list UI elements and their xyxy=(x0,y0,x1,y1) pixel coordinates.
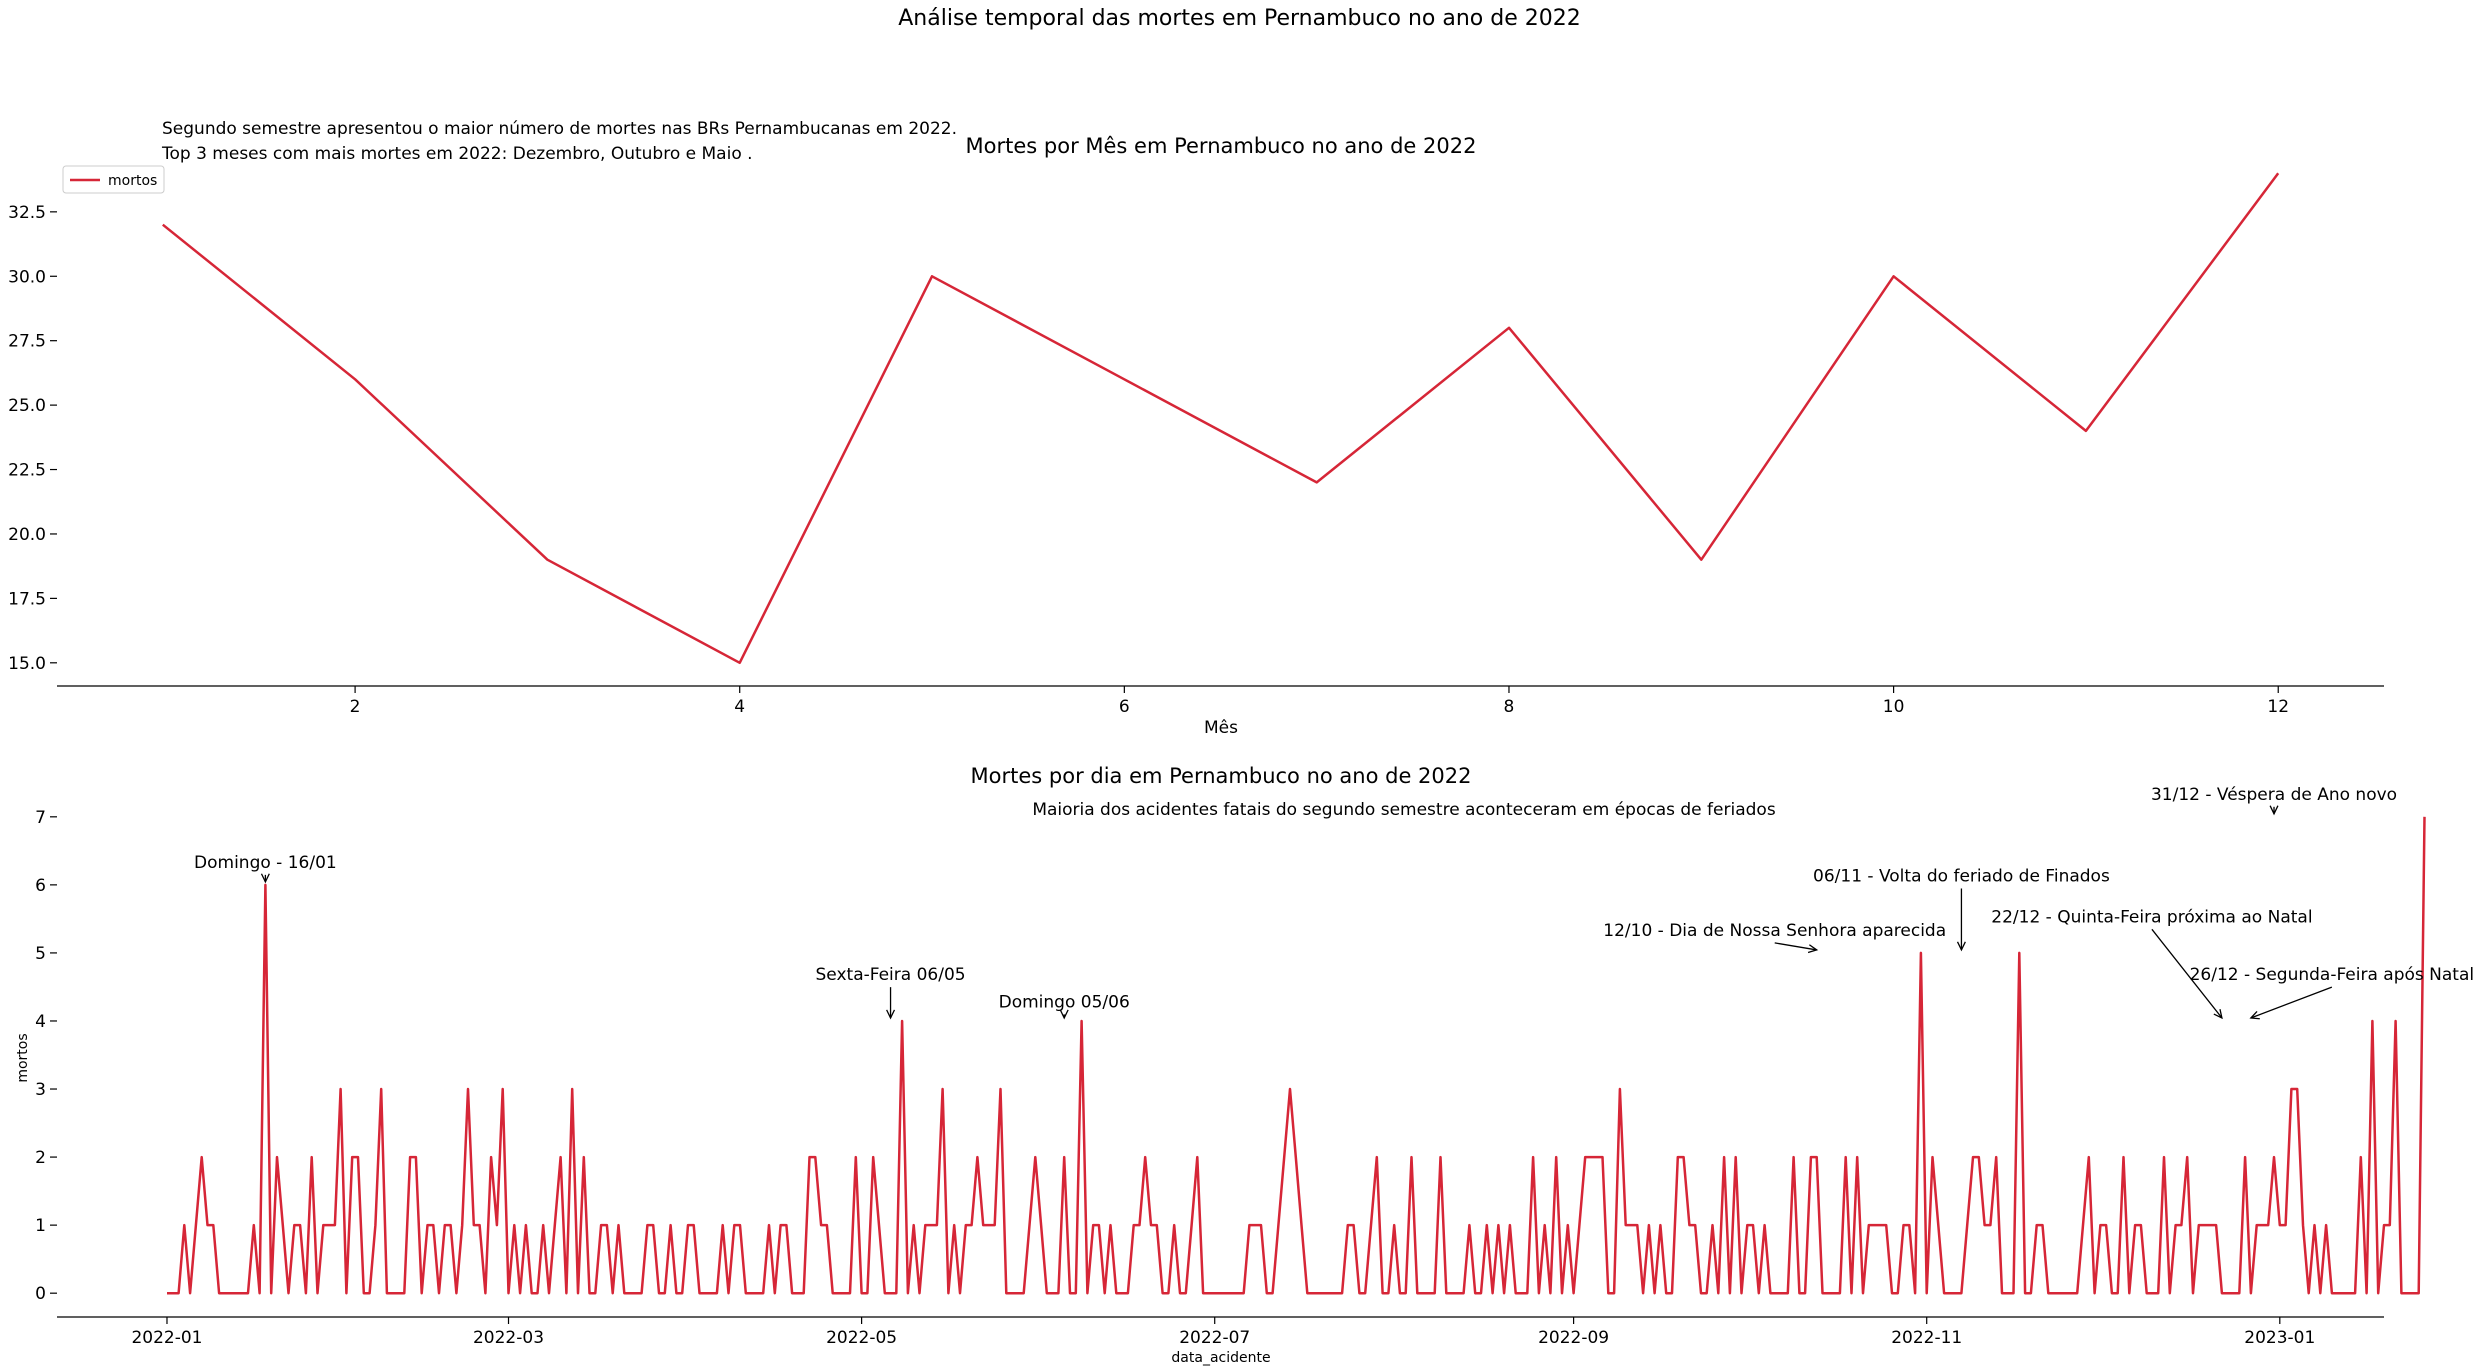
x-tick-label: 2023-01 xyxy=(2244,1328,2315,1348)
daily-xlabel: data_acidente xyxy=(1171,1350,1270,1366)
x-tick-label: 2 xyxy=(350,697,361,717)
annotation-arrow xyxy=(1774,942,1817,951)
monthly-note-2: Top 3 meses com mais mortes em 2022: Dez… xyxy=(161,144,753,164)
annotation-label: Sexta-Feira 06/05 xyxy=(816,965,966,985)
y-tick-label: 32.5 xyxy=(8,203,46,223)
x-tick-label: 2022-07 xyxy=(1179,1328,1250,1348)
daily-chart-subtitle: Maioria dos acidentes fatais do segundo … xyxy=(1032,800,1776,820)
x-tick-label: 2022-03 xyxy=(473,1328,544,1348)
monthly-legend: mortos xyxy=(62,165,165,194)
annotation-arrowhead xyxy=(2213,1009,2223,1020)
x-tick-label: 6 xyxy=(1119,697,1130,717)
y-tick-label: 6 xyxy=(35,876,46,896)
y-tick-label: 17.5 xyxy=(8,589,46,609)
y-tick-label: 0 xyxy=(35,1284,46,1304)
y-tick-label: 1 xyxy=(35,1216,46,1236)
annotation-label: 31/12 - Véspera de Ano novo xyxy=(2151,785,2397,805)
monthly-chart-title: Mortes por Mês em Pernambuco no ano de 2… xyxy=(966,134,1477,158)
y-tick-label: 27.5 xyxy=(8,332,46,352)
monthly-xlabel: Mês xyxy=(1204,718,1238,738)
monthly-series-line xyxy=(162,172,2280,665)
y-tick-label: 4 xyxy=(35,1012,46,1032)
daily-ylabel: mortos xyxy=(15,1033,31,1082)
annotation-arrow xyxy=(2250,986,2333,1019)
annotation-arrow xyxy=(2151,928,2223,1019)
y-tick-label: 22.5 xyxy=(8,461,46,481)
legend-label: mortos xyxy=(108,173,157,189)
annotation-arrowhead xyxy=(2269,805,2279,816)
annotation-label: 12/10 - Dia de Nossa Senhora aparecida xyxy=(1603,921,1946,941)
x-tick-label: 2022-09 xyxy=(1538,1328,1609,1348)
legend-frame xyxy=(62,165,165,194)
figure-title: Análise temporal das mortes em Pernambuc… xyxy=(898,6,1581,31)
x-tick-label: 2022-01 xyxy=(131,1328,202,1348)
x-tick-label: 10 xyxy=(1883,697,1905,717)
x-tick-label: 8 xyxy=(1504,697,1515,717)
y-tick-label: 3 xyxy=(35,1080,46,1100)
y-tick-label: 5 xyxy=(35,944,46,964)
annotation-arrowhead xyxy=(2249,1010,2260,1020)
annotation-label: Domingo 05/06 xyxy=(999,992,1130,1012)
annotation-label: 22/12 - Quinta-Feira próxima ao Natal xyxy=(1991,907,2312,927)
y-tick-label: 7 xyxy=(35,808,46,828)
x-tick-label: 12 xyxy=(2267,697,2289,717)
y-tick-label: 2 xyxy=(35,1148,46,1168)
annotation-arrowhead xyxy=(1807,944,1819,954)
y-tick-label: 25.0 xyxy=(8,396,46,416)
annotation-arrowhead xyxy=(886,1009,896,1020)
daily-series-line xyxy=(167,816,2426,1295)
y-tick-label: 30.0 xyxy=(8,267,46,287)
annotation-arrowhead xyxy=(260,873,270,884)
annotation-label: 06/11 - Volta do feriado de Finados xyxy=(1813,866,2110,886)
annotation-label: 26/12 - Segunda-Feira após Natal xyxy=(2190,965,2475,985)
x-tick-label: 4 xyxy=(734,697,745,717)
x-tick-label: 2022-11 xyxy=(1891,1328,1962,1348)
daily-chart: Mortes por dia em Pernambuco no ano de 2… xyxy=(15,764,2474,1366)
monthly-chart: Mortes por Mês em Pernambuco no ano de 2… xyxy=(8,119,2384,738)
y-tick-label: 15.0 xyxy=(8,654,46,674)
annotation-arrowhead xyxy=(1059,1009,1069,1020)
x-tick-label: 2022-05 xyxy=(826,1328,897,1348)
daily-chart-title: Mortes por dia em Pernambuco no ano de 2… xyxy=(971,764,1472,788)
annotation-arrowhead xyxy=(1956,941,1966,952)
annotation-label: Domingo - 16/01 xyxy=(194,853,337,873)
monthly-note-1: Segundo semestre apresentou o maior núme… xyxy=(162,119,957,139)
y-tick-label: 20.0 xyxy=(8,525,46,545)
